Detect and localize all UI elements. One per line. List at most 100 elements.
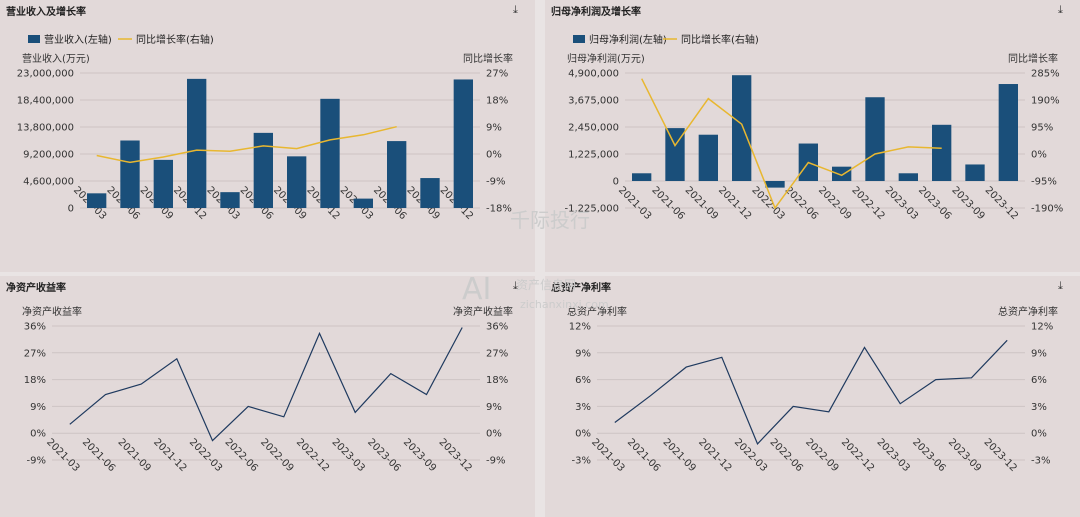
ratio-line: [614, 339, 1008, 445]
y-tick-left: 18%: [24, 375, 46, 386]
y-tick-right: -18%: [486, 204, 512, 215]
y-axis-label-right: 同比增长率: [463, 52, 513, 65]
x-tick-label: 2022-12: [849, 185, 886, 222]
legend-label: 营业收入(左轴): [44, 33, 112, 46]
y-tick-right: -9%: [486, 177, 505, 188]
y-tick-left: 18,400,000: [17, 96, 74, 107]
y-tick-right: 12%: [1031, 322, 1053, 333]
y-tick-left: -1,225,000: [564, 204, 619, 215]
x-tick-label: 2021-09: [660, 437, 697, 474]
y-tick-right: -9%: [486, 456, 505, 467]
panel-title: 营业收入及增长率: [6, 7, 86, 18]
x-tick-label: 2022-09: [816, 185, 853, 222]
growth-line: [641, 78, 942, 210]
y-tick-right: 0%: [486, 429, 502, 440]
y-tick-right: 27%: [486, 69, 508, 80]
y-axis-label-left: 净资产收益率: [22, 305, 82, 318]
bar: [898, 173, 918, 181]
y-axis-label-left: 归母净利润(万元): [567, 52, 645, 65]
y-tick-left: 36%: [24, 322, 46, 333]
y-tick-right: 190%: [1031, 96, 1060, 107]
download-icon[interactable]: ⤓: [513, 279, 518, 292]
y-axis-label-left: 营业收入(万元): [22, 52, 90, 65]
y-tick-left: 12%: [569, 322, 591, 333]
panel-title: 归母净利润及增长率: [551, 7, 641, 18]
bar: [320, 98, 340, 208]
x-tick-label: 2023-12: [981, 437, 1018, 474]
x-tick-label: 2023-03: [874, 437, 911, 474]
legend-label: 同比增长率(右轴): [136, 33, 214, 46]
x-tick-label: 2021-06: [649, 185, 686, 222]
y-tick-right: -190%: [1031, 204, 1063, 215]
download-icon[interactable]: ⤓: [513, 3, 518, 16]
y-tick-right: 6%: [1031, 375, 1047, 386]
legend-swatch-bar: [573, 35, 585, 43]
y-tick-left: 2,450,000: [568, 123, 619, 134]
x-tick-label: 2021-12: [716, 185, 753, 222]
x-tick-label: 2023-09: [946, 437, 983, 474]
roe-panel: 净资产收益率 ⤓ 36% 36% 27% 27% 18% 18% 9% 9% 0% 0% -9% -9…: [0, 276, 535, 517]
y-tick-right: 27%: [486, 348, 508, 359]
bar: [732, 75, 752, 181]
y-tick-right: 0%: [486, 150, 502, 161]
roa-panel: 总资产净利率 ⤓ 12% 12% 9% 9% 6% 6% 3% 3% 0% 0% -3% -3% 总资产…: [545, 276, 1080, 517]
y-tick-left: 6%: [575, 375, 591, 386]
y-tick-right: 285%: [1031, 69, 1060, 80]
x-tick-label: 2021-06: [80, 437, 117, 474]
y-tick-left: -9%: [27, 456, 46, 467]
legend-label: 归母净利润(左轴): [589, 33, 667, 46]
y-tick-left: 3,675,000: [568, 96, 619, 107]
bar: [387, 141, 407, 208]
bar: [287, 156, 307, 208]
y-axis-label-right: 同比增长率: [1008, 52, 1058, 65]
y-axis-label-left: 总资产净利率: [567, 305, 627, 318]
x-tick-label: 2023-06: [916, 185, 953, 222]
x-tick-label: 2021-12: [151, 437, 188, 474]
x-tick-label: 2023-03: [329, 437, 366, 474]
y-tick-right: 18%: [486, 375, 508, 386]
bar: [420, 178, 440, 208]
x-tick-label: 2021-03: [44, 437, 81, 474]
x-tick-label: 2021-03: [589, 437, 626, 474]
bar: [453, 79, 473, 209]
legend-swatch-bar: [28, 35, 40, 43]
bar: [865, 97, 885, 181]
bar: [965, 164, 985, 181]
x-tick-label: 2023-03: [883, 185, 920, 222]
x-tick-label: 2022-06: [767, 437, 804, 474]
y-tick-right: 0%: [1031, 150, 1047, 161]
bar: [665, 128, 685, 181]
bar: [932, 124, 952, 181]
x-tick-label: 2022-03: [187, 437, 224, 474]
y-tick-left: 9,200,000: [23, 150, 74, 161]
bar: [87, 193, 107, 208]
x-tick-label: 2023-12: [983, 185, 1020, 222]
download-icon[interactable]: ⤓: [1058, 279, 1063, 292]
x-tick-label: 2021-06: [625, 437, 662, 474]
y-tick-left: 0: [613, 177, 619, 188]
x-tick-label: 2021-09: [115, 437, 152, 474]
bar: [765, 181, 785, 188]
x-tick-label: 2023-09: [401, 437, 438, 474]
y-tick-left: 23,000,000: [17, 69, 74, 80]
bar: [253, 132, 273, 208]
x-tick-label: 2022-12: [839, 437, 876, 474]
chart-net-profit: 4,900,000 285% 3,675,000 190% 2,450,000 95% 1,…: [564, 33, 1063, 222]
panel-title: 净资产收益率: [6, 283, 66, 294]
bar: [187, 78, 207, 208]
y-tick-right: 9%: [486, 123, 502, 134]
y-tick-left: 3%: [575, 402, 591, 413]
y-tick-left: 13,800,000: [17, 123, 74, 134]
bar: [220, 192, 240, 208]
x-tick-label: 2021-09: [683, 185, 720, 222]
y-tick-left: 0: [68, 204, 74, 215]
chart-roa: 12% 12% 9% 9% 6% 6% 3% 3% 0% 0% -3% -3% 总资产净利率 总资产净利率…: [567, 305, 1058, 474]
y-tick-right: 3%: [1031, 402, 1047, 413]
y-tick-right: -3%: [1031, 456, 1050, 467]
y-tick-right: 36%: [486, 322, 508, 333]
download-icon[interactable]: ⤓: [1058, 3, 1063, 16]
y-tick-right: 18%: [486, 96, 508, 107]
x-tick-label: 2021-12: [696, 437, 733, 474]
y-tick-right: 9%: [1031, 348, 1047, 359]
net-profit-panel: 归母净利润及增长率 ⤓ 4,900,000 285% 3,675,000 190% 2,…: [545, 0, 1080, 272]
